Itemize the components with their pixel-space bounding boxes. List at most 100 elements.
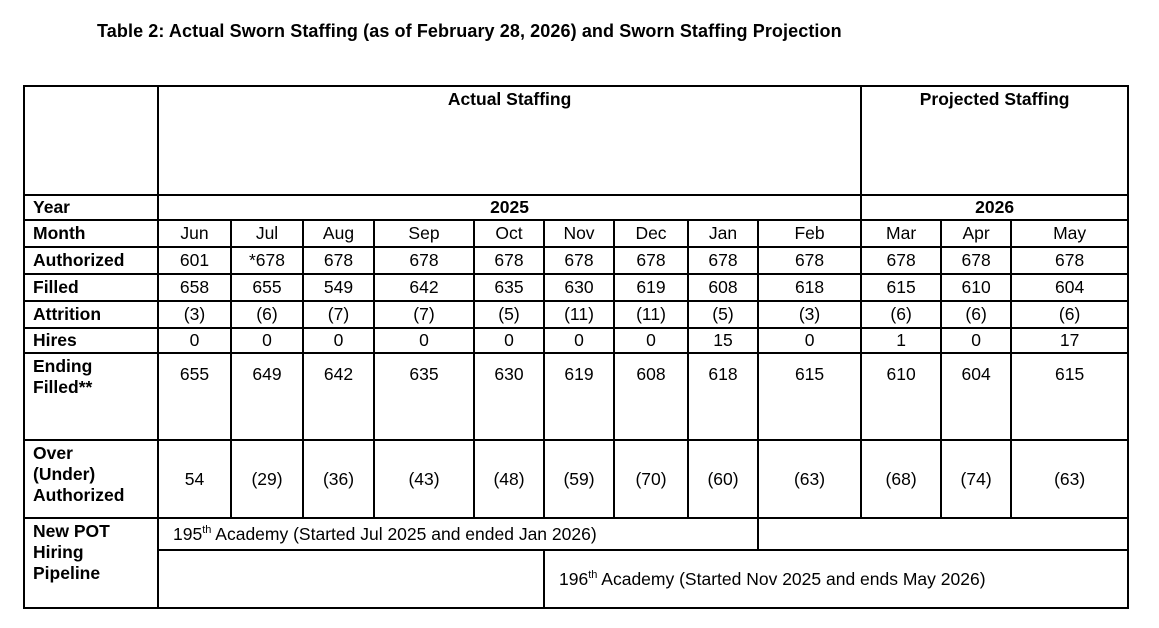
data-cell: 549 [302, 273, 375, 302]
data-cell: 619 [543, 352, 615, 441]
data-cell: 678 [756, 246, 863, 275]
data-cell: (3) [756, 300, 863, 329]
data-cell: 678 [473, 246, 545, 275]
data-cell: (43) [373, 439, 475, 519]
data-cell: 0 [230, 327, 304, 354]
row-label-filled: Filled [23, 273, 159, 302]
month-header-cell: Oct [473, 219, 545, 248]
row-label-hires: Hires [23, 327, 159, 354]
data-cell: 678 [373, 246, 475, 275]
data-cell: (60) [687, 439, 759, 519]
actual-staffing-header: Actual Staffing [156, 85, 863, 196]
data-cell: (48) [473, 439, 545, 519]
data-cell: 0 [940, 327, 1013, 354]
row-label-attrition: Attrition [23, 300, 159, 329]
month-header-cell: May [1010, 219, 1130, 248]
data-cell: (74) [940, 439, 1013, 519]
section-header-row: Actual Staffing Projected Staffing [23, 85, 1130, 196]
row-label-over-under: Over (Under) Authorized [23, 439, 159, 519]
data-cell: 608 [613, 352, 689, 441]
data-cell: 642 [373, 273, 475, 302]
academy-195-ordinal-suffix: th [202, 523, 212, 536]
data-cell: 678 [613, 246, 689, 275]
academy-195-number: 195 [173, 523, 203, 544]
pipeline-empty-cell [756, 517, 1130, 551]
hires-row: Hires 0 0 0 0 0 0 0 15 0 1 0 17 [23, 327, 1130, 354]
data-cell: 615 [1010, 352, 1130, 441]
data-cell: 610 [940, 273, 1013, 302]
data-cell: 1 [860, 327, 943, 354]
data-cell: 630 [473, 352, 545, 441]
academy-196-cell: 196th Academy (Started Nov 2025 and ends… [542, 549, 1130, 609]
data-cell: (59) [543, 439, 615, 519]
data-cell: (29) [230, 439, 304, 519]
data-cell: (11) [613, 300, 689, 329]
data-cell: 655 [157, 352, 232, 441]
month-header-cell: Sep [373, 219, 475, 248]
data-cell: (6) [860, 300, 943, 329]
data-cell: 0 [473, 327, 545, 354]
data-cell: 618 [687, 352, 759, 441]
data-cell: (5) [687, 300, 759, 329]
month-header-cell: Nov [543, 219, 615, 248]
month-header-cell: Jan [687, 219, 759, 248]
ending-filled-row: Ending Filled** 655 649 642 635 630 619 … [23, 352, 1130, 441]
data-cell: *678 [230, 246, 304, 275]
data-cell: 601 [157, 246, 232, 275]
data-cell: (68) [860, 439, 943, 519]
data-cell: (5) [473, 300, 545, 329]
data-cell: 635 [373, 352, 475, 441]
data-cell: 0 [373, 327, 475, 354]
data-cell: 610 [860, 352, 943, 441]
academy-195-text: Academy (Started Jul 2025 and ended Jan … [211, 523, 597, 544]
pipeline-row-196: 196th Academy (Started Nov 2025 and ends… [24, 549, 1130, 609]
data-cell: (6) [230, 300, 304, 329]
year-row: Year 2025 2026 [23, 194, 1130, 221]
data-cell: 649 [230, 352, 304, 441]
month-header-cell: Feb [756, 219, 863, 248]
row-label-new-pot-hiring-pipeline: New POT Hiring Pipeline [23, 517, 159, 609]
attrition-row: Attrition (3) (6) (7) (7) (5) (11) (11) … [23, 300, 1130, 329]
month-header-cell: Jul [230, 219, 304, 248]
month-header-cell: Dec [613, 219, 689, 248]
data-cell: 0 [756, 327, 863, 354]
data-cell: (7) [373, 300, 475, 329]
row-label-year: Year [23, 194, 159, 221]
data-cell: 630 [543, 273, 615, 302]
data-cell: 678 [302, 246, 375, 275]
month-header-cell: Mar [860, 219, 943, 248]
sworn-staffing-table: Actual Staffing Projected Staffing Year … [23, 85, 1130, 609]
data-cell: 54 [157, 439, 232, 519]
academy-196-text: Academy (Started Nov 2025 and ends May 2… [597, 568, 986, 589]
data-cell: 655 [230, 273, 304, 302]
row-label-month: Month [23, 219, 159, 248]
month-row: Month Jun Jul Aug Sep Oct Nov Dec Jan Fe… [23, 219, 1130, 248]
projected-staffing-header: Projected Staffing [860, 85, 1130, 196]
data-cell: 678 [543, 246, 615, 275]
data-cell: 604 [940, 352, 1013, 441]
data-cell: 0 [157, 327, 232, 354]
data-cell: (7) [302, 300, 375, 329]
data-cell: 618 [756, 273, 863, 302]
data-cell: 615 [860, 273, 943, 302]
data-cell: 0 [302, 327, 375, 354]
pipeline-empty-cell [157, 549, 545, 609]
data-cell: 635 [473, 273, 545, 302]
data-cell: (63) [756, 439, 863, 519]
over-under-authorized-row: Over (Under) Authorized 54 (29) (36) (43… [23, 439, 1130, 519]
data-cell: 678 [940, 246, 1013, 275]
data-cell: 0 [543, 327, 615, 354]
year-2025-cell: 2025 [156, 194, 863, 221]
year-2026-cell: 2026 [860, 194, 1130, 221]
pipeline-row-195: New POT Hiring Pipeline 195th Academy (S… [23, 517, 1130, 609]
data-cell: 658 [157, 273, 232, 302]
data-cell: 678 [1010, 246, 1130, 275]
data-cell: 17 [1010, 327, 1130, 354]
data-cell: 619 [613, 273, 689, 302]
data-cell: (70) [613, 439, 689, 519]
filled-row: Filled 658 655 549 642 635 630 619 608 6… [23, 273, 1130, 302]
month-header-cell: Jun [157, 219, 232, 248]
data-cell: 15 [687, 327, 759, 354]
page-title: Table 2: Actual Sworn Staffing (as of Fe… [97, 21, 842, 41]
data-cell: 678 [687, 246, 759, 275]
